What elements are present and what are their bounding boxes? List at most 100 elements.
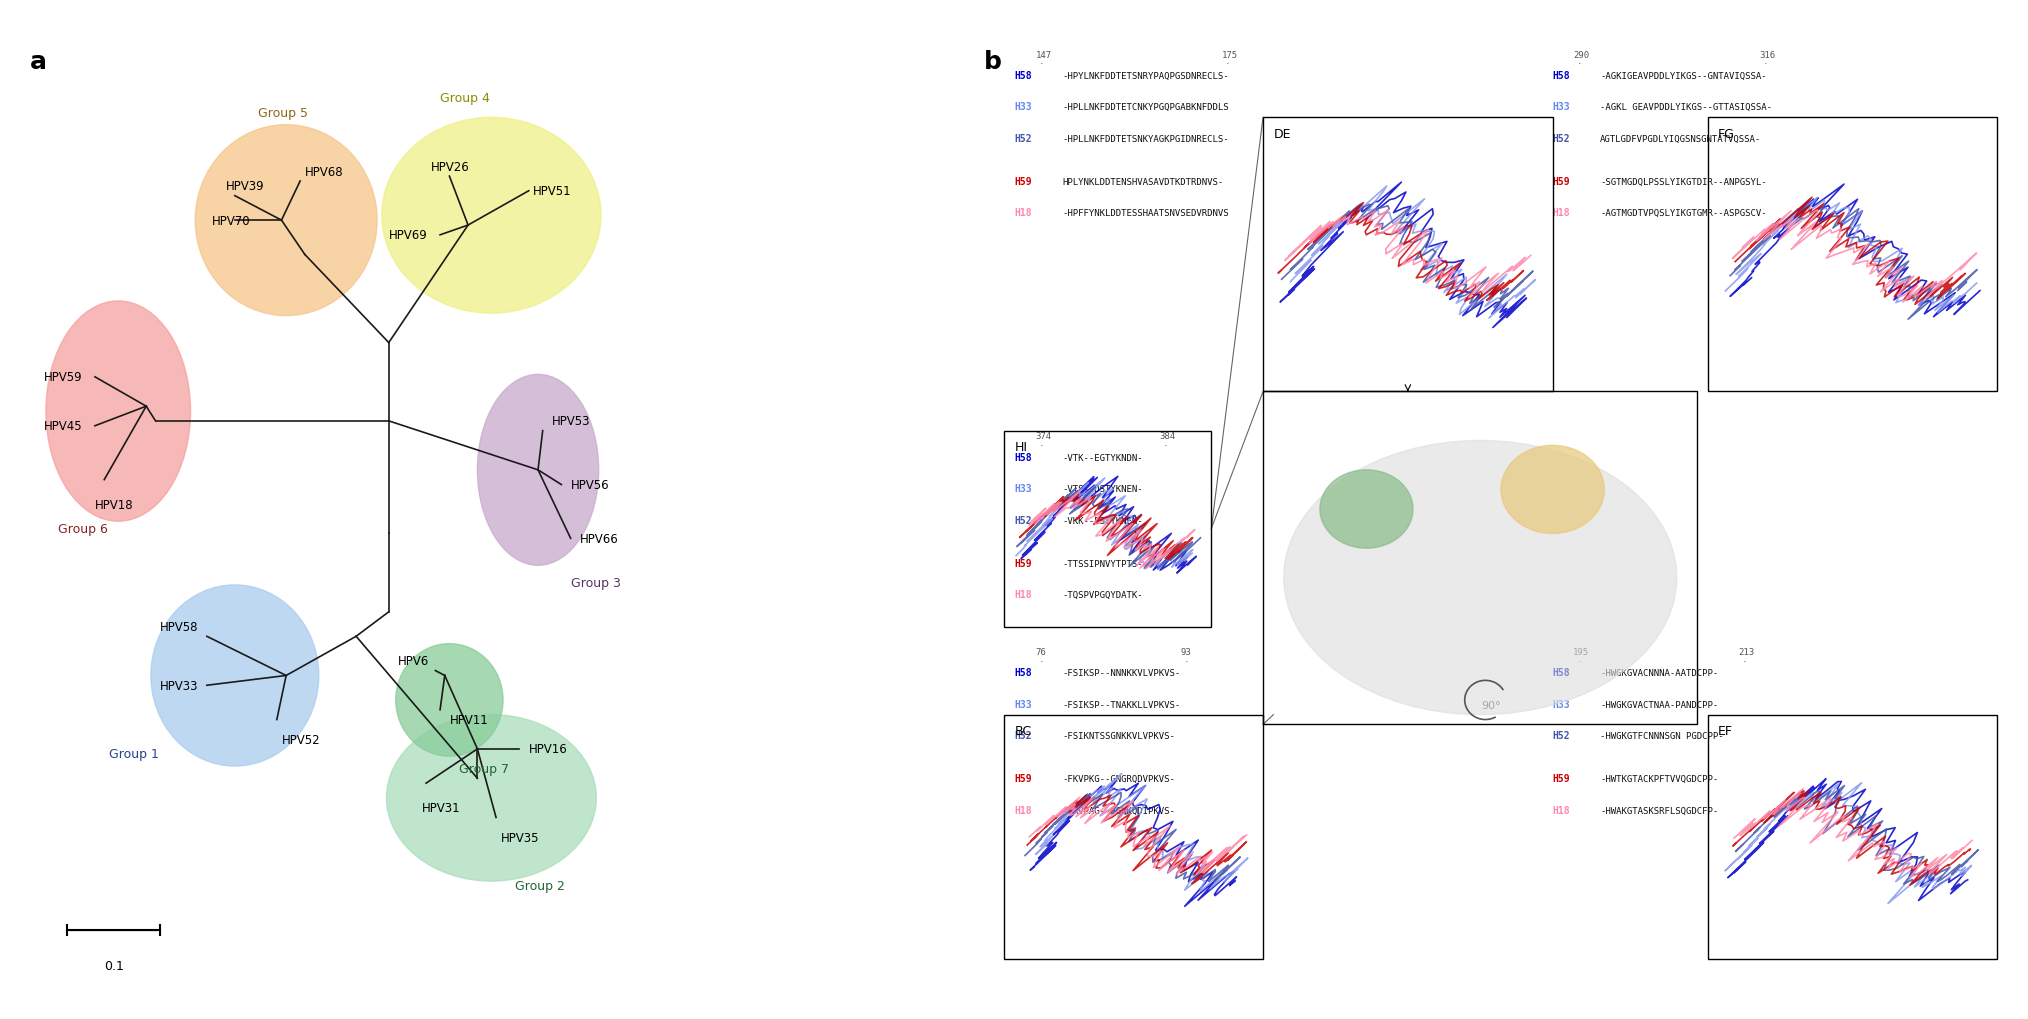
Text: 76: 76: [1036, 647, 1046, 656]
Text: -AGKL GEAVPDDLYIKGS--GTTASIQSSA-: -AGKL GEAVPDDLYIKGS--GTTASIQSSA-: [1600, 103, 1772, 112]
Text: 316: 316: [1760, 51, 1777, 59]
Text: H59: H59: [1014, 176, 1032, 186]
Text: H59: H59: [1553, 176, 1570, 186]
Text: HPV66: HPV66: [580, 532, 619, 545]
Text: 0.1: 0.1: [103, 960, 124, 972]
Ellipse shape: [381, 118, 600, 314]
Bar: [1708, 118, 1998, 392]
Text: 175: 175: [1221, 51, 1237, 59]
Text: H18: H18: [1014, 590, 1032, 599]
Text: HPV69: HPV69: [389, 229, 428, 243]
Text: -HPFFYNKLDDTESSHAATSNVSEDVRDNVS: -HPFFYNKLDDTESSHAATSNVSEDVRDNVS: [1063, 209, 1229, 218]
Text: HPV31: HPV31: [422, 801, 460, 814]
Text: H52: H52: [1014, 133, 1032, 144]
Text: 213: 213: [1738, 647, 1754, 656]
Text: H33: H33: [1014, 699, 1032, 709]
Text: -FRVPAG--GGNKQDIPKVS-: -FRVPAG--GGNKQDIPKVS-: [1063, 806, 1176, 815]
Text: -TQSPVPGQYDATK-: -TQSPVPGQYDATK-: [1063, 590, 1144, 599]
Text: HPV26: HPV26: [430, 161, 470, 173]
Text: H58: H58: [1553, 71, 1570, 82]
Text: H59: H59: [1553, 773, 1570, 784]
Text: AGTLGDFVPGDLYIQGSNSGNTATVQSSA-: AGTLGDFVPGDLYIQGSNSGNTATVQSSA-: [1600, 135, 1762, 144]
Text: FG: FG: [1718, 128, 1736, 141]
Ellipse shape: [1501, 446, 1604, 534]
Text: ·: ·: [1040, 656, 1042, 666]
Text: HPV11: HPV11: [450, 713, 489, 727]
Text: Group 2: Group 2: [515, 879, 564, 893]
Text: H59: H59: [1014, 558, 1032, 569]
Text: ·: ·: [1225, 59, 1229, 69]
Ellipse shape: [395, 644, 503, 756]
Bar: [1004, 715, 1263, 960]
Text: a: a: [30, 50, 47, 73]
Text: 290: 290: [1574, 51, 1590, 59]
Bar: [1263, 392, 1697, 725]
Text: -HWAKGTASKSRFLSQGDCFP-: -HWAKGTASKSRFLSQGDCFP-: [1600, 806, 1718, 815]
Text: -HPLLNKFDDTETCNKYPGQPGABKNFDDLS: -HPLLNKFDDTETCNKYPGQPGABKNFDDLS: [1063, 103, 1229, 112]
Text: H58: H58: [1014, 452, 1032, 463]
Text: HPV51: HPV51: [533, 185, 572, 198]
Ellipse shape: [387, 715, 596, 881]
Text: H33: H33: [1014, 484, 1032, 494]
Ellipse shape: [1284, 441, 1677, 715]
Text: ·: ·: [1578, 656, 1582, 666]
Text: ·: ·: [1184, 656, 1188, 666]
Text: H18: H18: [1014, 208, 1032, 218]
Text: 384: 384: [1160, 432, 1176, 441]
Text: -VKK--ESTYKNEN-: -VKK--ESTYKNEN-: [1063, 517, 1144, 525]
Text: HPV70: HPV70: [211, 214, 249, 227]
Text: H18: H18: [1553, 208, 1570, 218]
Text: 195: 195: [1574, 647, 1590, 656]
Text: 90°: 90°: [1480, 700, 1501, 710]
Text: -TTSSIPNVYTPTS-: -TTSSIPNVYTPTS-: [1063, 559, 1144, 569]
Text: -AGTMGDTVPQSLYIKGTGMR--ASPGSCV-: -AGTMGDTVPQSLYIKGTGMR--ASPGSCV-: [1600, 209, 1766, 218]
Text: HPV18: HPV18: [95, 498, 134, 512]
Text: 93: 93: [1180, 647, 1190, 656]
Text: HPV53: HPV53: [552, 415, 590, 428]
Text: HPV39: HPV39: [225, 180, 264, 194]
Text: H58: H58: [1014, 667, 1032, 678]
Text: Group 4: Group 4: [440, 92, 491, 105]
Text: -HWGKGTFCNNNSGN PGDCPP-: -HWGKGTFCNNNSGN PGDCPP-: [1600, 732, 1724, 741]
Bar: [1263, 118, 1553, 392]
Text: 374: 374: [1036, 432, 1053, 441]
Text: HPV56: HPV56: [570, 479, 608, 491]
Ellipse shape: [47, 302, 191, 522]
Text: HPV52: HPV52: [282, 733, 320, 746]
Text: H58: H58: [1014, 71, 1032, 82]
Text: BC: BC: [1014, 725, 1032, 738]
Text: b: b: [984, 50, 1002, 73]
Text: HPV6: HPV6: [397, 654, 430, 667]
Text: HPV68: HPV68: [304, 165, 343, 178]
Text: -FKVPKG--GNGRQDVPKVS-: -FKVPKG--GNGRQDVPKVS-: [1063, 774, 1176, 784]
Text: -HWTKGTACKPFTVVQGDCPP-: -HWTKGTACKPFTVVQGDCPP-: [1600, 774, 1718, 784]
Text: HPV58: HPV58: [160, 621, 199, 634]
Text: HPV35: HPV35: [501, 830, 539, 844]
Text: -SGTMGDQLPSSLYIKGTDIR--ANPGSYL-: -SGTMGDQLPSSLYIKGTDIR--ANPGSYL-: [1600, 177, 1766, 186]
Text: -VTS--DSTYKNEN-: -VTS--DSTYKNEN-: [1063, 485, 1144, 494]
Text: Group 3: Group 3: [570, 577, 621, 589]
Ellipse shape: [1320, 471, 1414, 548]
Text: -HWGKGVACNNNA-AATDCPP-: -HWGKGVACNNNA-AATDCPP-: [1600, 668, 1718, 678]
Text: H18: H18: [1014, 805, 1032, 815]
Text: H52: H52: [1553, 731, 1570, 741]
Text: -HPLLNKFDDTETSNKYAGKPGIDNRECLS-: -HPLLNKFDDTETSNKYAGKPGIDNRECLS-: [1063, 135, 1229, 144]
Text: H58: H58: [1553, 667, 1570, 678]
Text: 147: 147: [1036, 51, 1053, 59]
Text: H52: H52: [1553, 133, 1570, 144]
Ellipse shape: [195, 125, 377, 316]
Text: Group 7: Group 7: [458, 762, 509, 775]
Text: HI: HI: [1014, 441, 1028, 454]
Text: H59: H59: [1014, 773, 1032, 784]
Text: ·: ·: [1164, 441, 1168, 450]
Text: -HWGKGVACTNAA-PANDCPP-: -HWGKGVACTNAA-PANDCPP-: [1600, 700, 1718, 709]
Text: H33: H33: [1014, 102, 1032, 112]
Text: -AGKIGEAVPDDLYIKGS--GNTAVIQSSA-: -AGKIGEAVPDDLYIKGS--GNTAVIQSSA-: [1600, 72, 1766, 82]
Text: H33: H33: [1553, 102, 1570, 112]
Text: HPV45: HPV45: [45, 420, 83, 433]
Text: Group 6: Group 6: [57, 523, 107, 536]
Text: -VTK--EGTYKNDN-: -VTK--EGTYKNDN-: [1063, 453, 1144, 463]
Text: -HPYLNKFDDTETSNRYPAQPGSDNRECLS-: -HPYLNKFDDTETSNRYPAQPGSDNRECLS-: [1063, 72, 1229, 82]
Bar: [1004, 431, 1211, 627]
Text: Group 1: Group 1: [110, 748, 158, 760]
